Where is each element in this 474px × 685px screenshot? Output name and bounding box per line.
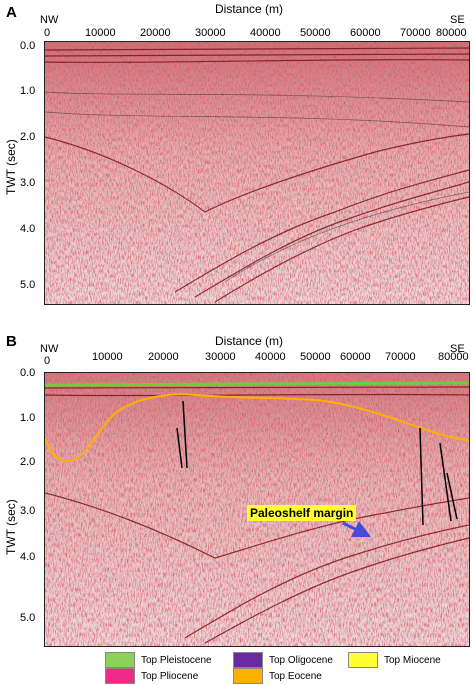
panel-b-y-tick: 3.0 [20, 505, 36, 517]
panel-a-y-tick: 5.0 [20, 279, 36, 291]
panel-a-y-tick: 3.0 [20, 177, 36, 189]
legend-item: Top Oligocene [233, 652, 333, 668]
panel-a-x-tick: 0 [44, 27, 51, 39]
panel-a-x-tick: 60000 [350, 27, 381, 39]
legend-item: Top Miocene [348, 652, 441, 668]
panel-b-y-tick: 1.0 [20, 412, 36, 424]
panel-a-x-tick: 80000 [436, 27, 467, 39]
panel-b-y-title: TWT (sec) [4, 499, 18, 555]
panel-a-x-tick: 20000 [140, 27, 171, 39]
legend-swatch [233, 652, 263, 668]
legend-swatch [233, 668, 263, 684]
paleoshelf-margin-label: Paleoshelf margin [247, 505, 357, 521]
panel-a-y-tick: 1.0 [20, 85, 36, 97]
legend-item: Top Pliocene [105, 668, 198, 684]
panel-a-x-tick: 70000 [400, 27, 431, 39]
panel-b-x-tick: 70000 [385, 351, 416, 363]
legend-swatch [105, 668, 135, 684]
paleoshelf-arrow [342, 520, 372, 538]
panel-b-x-tick: 20000 [148, 351, 179, 363]
legend-swatch [105, 652, 135, 668]
panel-a-x-title: Distance (m) [215, 2, 284, 16]
panel-a-y-title: TWT (sec) [4, 139, 18, 195]
panel-a-y-tick: 0.0 [20, 40, 36, 52]
panel-a-left-dir: NW [40, 14, 59, 26]
panel-a-x-tick: 50000 [300, 27, 331, 39]
panel-b-y-tick: 2.0 [20, 456, 36, 468]
panel-b-x-tick: 0 [44, 355, 51, 367]
legend-label: Top Eocene [269, 670, 322, 682]
legend-label: Top Pleistocene [141, 654, 212, 666]
panel-a-x-tick: 10000 [85, 27, 116, 39]
panel-b-x-tick: 10000 [92, 351, 123, 363]
panel-b-y-tick: 5.0 [20, 612, 36, 624]
panel-b-x-title: Distance (m) [215, 334, 284, 348]
panel-b-letter: B [6, 333, 17, 350]
legend-item: Top Pleistocene [105, 652, 212, 668]
seismic-image-a [45, 42, 469, 304]
panel-a-x-tick: 30000 [195, 27, 226, 39]
panel-a-x-tick: 40000 [250, 27, 281, 39]
panel-b-x-tick: 60000 [340, 351, 371, 363]
panel-b-left-dir: NW [40, 343, 59, 355]
panel-a-letter: A [6, 4, 17, 21]
faults [176, 400, 458, 526]
panel-b-right-dir: SE [450, 343, 465, 355]
panel-a-y-tick: 2.0 [20, 131, 36, 143]
panel-b-x-tick: 40000 [255, 351, 286, 363]
panel-a-y-tick: 4.0 [20, 223, 36, 235]
panel-b-x-tick: 80000 [438, 351, 469, 363]
panel-b-y-tick: 4.0 [20, 551, 36, 563]
panel-b-y-tick: 0.0 [20, 367, 36, 379]
horizon-eocene [45, 393, 469, 463]
legend-label: Top Miocene [384, 654, 441, 666]
legend-item: Top Eocene [233, 668, 322, 684]
panel-a-right-dir: SE [450, 14, 465, 26]
seismic-section-a [44, 41, 470, 305]
horizon-pleistocene [45, 381, 469, 387]
legend-label: Top Oligocene [269, 654, 333, 666]
panel-b-x-tick: 30000 [205, 351, 236, 363]
legend-swatch [348, 652, 378, 668]
legend-label: Top Pliocene [141, 670, 199, 682]
panel-b-x-tick: 50000 [300, 351, 331, 363]
